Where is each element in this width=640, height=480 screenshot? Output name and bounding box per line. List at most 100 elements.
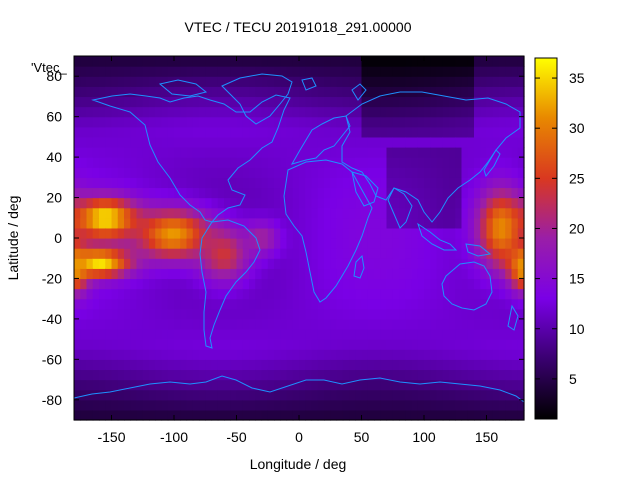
heatmap-cell <box>455 56 463 67</box>
heatmap-cell <box>236 76 244 87</box>
heatmap-cell <box>180 349 188 360</box>
heatmap-cell <box>355 177 363 189</box>
heatmap-cell <box>436 157 444 168</box>
heatmap-cell <box>224 248 231 259</box>
heatmap-cell <box>361 157 369 168</box>
heatmap-cell <box>405 207 413 219</box>
heatmap-cell <box>274 238 281 249</box>
heatmap-cell <box>186 268 194 280</box>
heatmap-cell <box>317 76 325 87</box>
heatmap-cell <box>486 329 494 340</box>
heatmap-cell <box>467 238 475 249</box>
heatmap-cell <box>249 66 256 77</box>
heatmap-cell <box>467 227 475 239</box>
heatmap-cell <box>405 126 413 138</box>
heatmap-cell <box>405 116 413 128</box>
heatmap-cell <box>386 227 394 239</box>
heatmap-cell <box>361 349 369 360</box>
heatmap-cell <box>117 389 125 401</box>
heatmap-cell <box>124 268 131 280</box>
heatmap-cell <box>167 177 175 189</box>
heatmap-cell <box>286 288 294 300</box>
heatmap-cell <box>442 248 450 259</box>
heatmap-cell <box>130 227 138 239</box>
heatmap-cell <box>99 318 106 330</box>
heatmap-cell <box>374 339 381 350</box>
heatmap-cell <box>392 278 400 290</box>
heatmap-cell <box>211 369 219 381</box>
heatmap-cell <box>392 318 400 330</box>
heatmap-cell <box>149 167 156 178</box>
heatmap-cell <box>124 308 131 320</box>
heatmap-cell <box>124 278 131 290</box>
heatmap-cell <box>317 126 325 138</box>
heatmap-cell <box>111 409 119 421</box>
coast-india <box>387 187 413 229</box>
heatmap-cell <box>230 399 238 411</box>
heatmap-cell <box>517 177 525 189</box>
heatmap-cell <box>474 136 481 148</box>
heatmap-cell <box>149 308 156 320</box>
heatmap-cell <box>480 116 488 128</box>
heatmap-cell <box>192 238 200 249</box>
heatmap-cell <box>124 409 131 421</box>
heatmap-cell <box>467 96 475 108</box>
heatmap-cell <box>305 339 313 350</box>
heatmap-cell <box>505 157 513 168</box>
heatmap-cell <box>86 318 94 330</box>
heatmap-cell <box>486 379 494 391</box>
heatmap-cell <box>161 329 169 340</box>
heatmap-cell <box>236 86 244 98</box>
heatmap-cell <box>174 278 181 290</box>
heatmap-cell <box>280 147 288 158</box>
heatmap-cell <box>311 157 319 168</box>
heatmap-cell <box>117 157 125 168</box>
heatmap-cell <box>486 369 494 381</box>
heatmap-cell <box>461 298 469 310</box>
heatmap-cell <box>436 379 444 391</box>
heatmap-cell <box>130 379 138 391</box>
heatmap-cell <box>236 308 244 320</box>
heatmap-cell <box>374 76 381 87</box>
heatmap-cell <box>486 258 494 269</box>
heatmap-cell <box>405 187 413 199</box>
heatmap-cell <box>74 268 81 280</box>
heatmap-cell <box>436 278 444 290</box>
heatmap-cell <box>442 207 450 219</box>
heatmap-cell <box>149 96 156 108</box>
heatmap-cell <box>149 86 156 98</box>
heatmap-cell <box>136 116 144 128</box>
heatmap-cell <box>155 318 163 330</box>
heatmap-cell <box>99 379 106 391</box>
heatmap-cell <box>174 126 181 138</box>
heatmap-cell <box>380 409 388 421</box>
heatmap-cell <box>261 217 269 229</box>
heatmap-cell <box>505 409 513 421</box>
heatmap-cell <box>442 177 450 189</box>
heatmap-cell <box>86 339 94 350</box>
heatmap-cell <box>442 298 450 310</box>
heatmap-cell <box>442 359 450 371</box>
heatmap-cell <box>311 167 319 178</box>
heatmap-cell <box>280 136 288 148</box>
heatmap-cell <box>249 349 256 360</box>
heatmap-cell <box>317 157 325 168</box>
heatmap-cell <box>330 258 338 269</box>
heatmap-cell <box>336 409 344 421</box>
heatmap-cell <box>161 288 169 300</box>
heatmap-cell <box>417 147 425 158</box>
heatmap-cell <box>267 389 275 401</box>
heatmap-cell <box>105 379 113 391</box>
heatmap-cell <box>417 369 425 381</box>
heatmap-cell <box>486 56 494 67</box>
heatmap-cell <box>430 329 438 340</box>
heatmap-cell <box>92 399 100 411</box>
heatmap-cell <box>242 177 250 189</box>
heatmap-cell <box>111 86 119 98</box>
heatmap-cell <box>330 268 338 280</box>
heatmap-cell <box>105 298 113 310</box>
heatmap-cell <box>399 409 406 421</box>
heatmap-cell <box>167 258 175 269</box>
heatmap-cell <box>205 177 213 189</box>
heatmap-cell <box>436 187 444 199</box>
